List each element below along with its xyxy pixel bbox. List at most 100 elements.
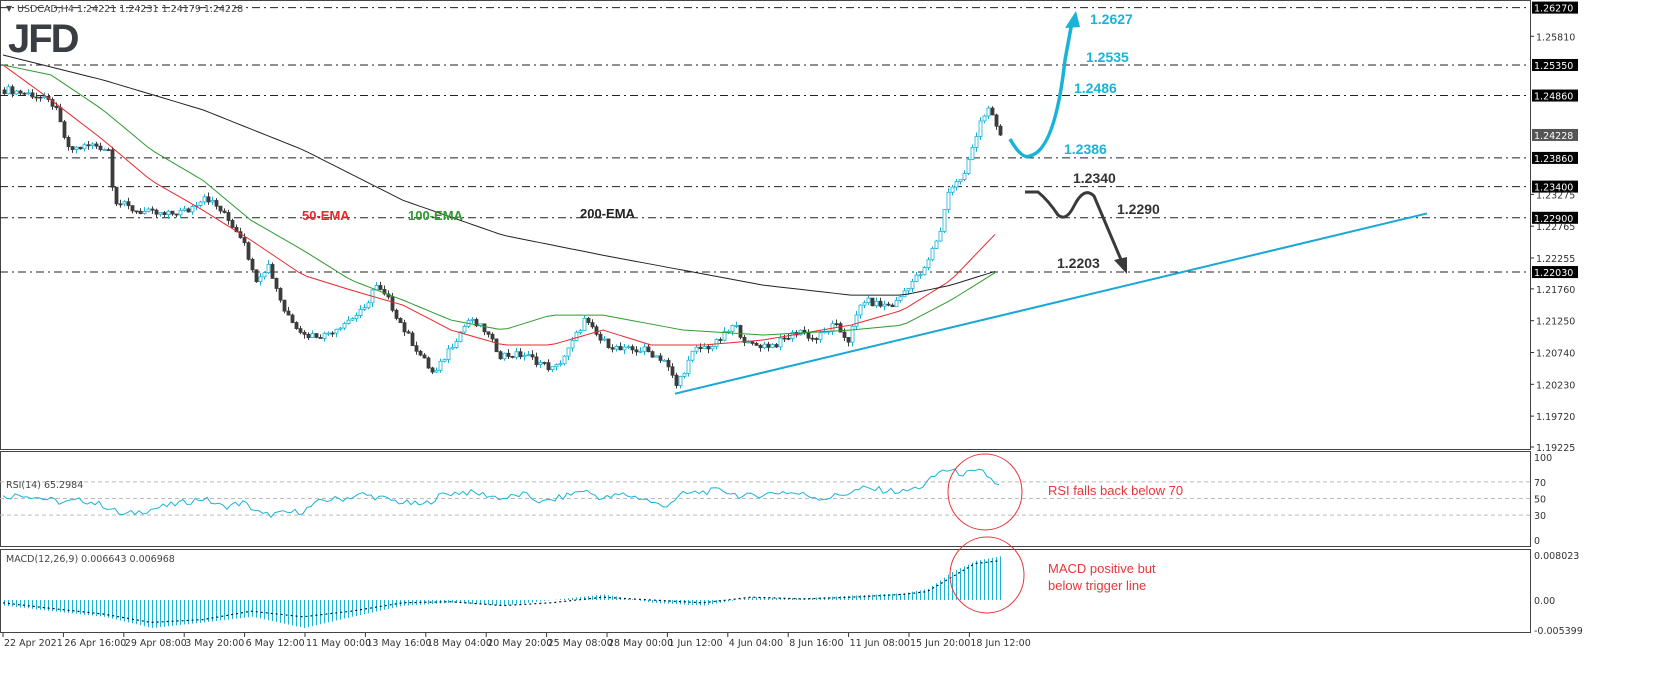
bear-candle bbox=[606, 338, 611, 349]
time-tick-label: 25 May 08:00 bbox=[548, 638, 613, 649]
time-tick-label: 20 May 20:00 bbox=[487, 638, 552, 649]
level-axis-box bbox=[1532, 211, 1578, 224]
bull-candle bbox=[622, 346, 627, 351]
bullish-arrowhead-icon bbox=[1065, 11, 1080, 28]
bull-candle bbox=[258, 276, 263, 283]
rsi-tick-label: 50 bbox=[1534, 495, 1546, 506]
time-tick-label: 26 Apr 16:00 bbox=[64, 638, 126, 649]
time-tick-label: 18 May 04:00 bbox=[427, 638, 492, 649]
price-tick-label: 1.21760 bbox=[1536, 285, 1575, 296]
level-axis-label: 1.23400 bbox=[1534, 183, 1573, 194]
bull-candle bbox=[446, 348, 451, 360]
bull-candle bbox=[922, 267, 927, 276]
bear-candle bbox=[162, 212, 167, 215]
bull-candle bbox=[614, 346, 619, 350]
level-axis-label: 1.22900 bbox=[1534, 214, 1573, 225]
bull-candle bbox=[722, 331, 727, 341]
level-axis-box bbox=[1532, 266, 1578, 279]
price-tick-label: 1.20230 bbox=[1536, 380, 1575, 391]
bull-candle bbox=[570, 340, 575, 349]
bull-candle bbox=[342, 323, 347, 329]
bull-candle bbox=[438, 360, 443, 371]
bear-candle bbox=[674, 374, 679, 386]
level-label-1.2340: 1.2340 bbox=[1073, 170, 1116, 186]
bull-candle bbox=[502, 352, 507, 360]
bear-candle bbox=[278, 288, 283, 301]
level-axis-box bbox=[1532, 151, 1578, 164]
bull-candle bbox=[762, 343, 767, 349]
ema200-label: 200-EMA bbox=[580, 206, 636, 221]
bear-candle bbox=[94, 143, 99, 147]
bear-candle bbox=[846, 337, 851, 343]
bear-candle bbox=[498, 351, 503, 360]
bull-candle bbox=[694, 346, 699, 352]
bear-candle bbox=[886, 303, 891, 306]
bear-candle bbox=[382, 289, 387, 295]
bear-candle bbox=[110, 149, 115, 188]
level-axis-box bbox=[1532, 180, 1578, 193]
macd-panel-frame bbox=[0, 549, 1531, 633]
bull-candle bbox=[538, 362, 543, 365]
candles bbox=[2, 84, 1003, 389]
ema100-label: 100-EMA bbox=[408, 208, 464, 223]
price-axis: 1.26270 1.25350 1.24860 1.23860 1.23400 1.229… bbox=[1530, 1, 1578, 454]
bull-candle bbox=[902, 290, 907, 298]
bear-candle bbox=[758, 344, 763, 349]
bull-candle bbox=[970, 146, 975, 160]
bear-candle bbox=[114, 186, 119, 205]
bear-candle bbox=[230, 220, 235, 228]
bear-candle bbox=[426, 357, 431, 369]
bear-candle bbox=[118, 203, 123, 206]
bear-candle bbox=[290, 314, 295, 323]
bear-candle bbox=[474, 319, 479, 327]
bull-candle bbox=[522, 355, 527, 358]
price-tick-label: 1.19720 bbox=[1536, 412, 1575, 423]
bear-candle bbox=[86, 144, 91, 147]
bull-candle bbox=[198, 201, 203, 206]
bear-candle bbox=[150, 208, 155, 211]
bull-candle bbox=[158, 212, 163, 215]
bear-candle bbox=[170, 210, 175, 215]
bull-candle bbox=[938, 231, 943, 242]
bear-candle bbox=[766, 343, 771, 348]
macd-title: MACD(12,26,9) 0.006643 0.006968 bbox=[6, 554, 175, 565]
bull-candle bbox=[734, 325, 739, 327]
bear-candle bbox=[298, 328, 303, 333]
bull-candle bbox=[82, 144, 87, 150]
bear-candle bbox=[98, 145, 103, 151]
level-axis-box bbox=[1532, 58, 1578, 71]
bear-candle bbox=[58, 107, 63, 123]
bear-candle bbox=[666, 359, 671, 368]
bear-candle bbox=[318, 337, 323, 339]
dropdown-arrow-icon[interactable]: ▼ bbox=[6, 4, 13, 13]
bear-candle bbox=[834, 323, 839, 326]
bear-candle bbox=[806, 331, 811, 339]
level-axis-label: 1.22030 bbox=[1534, 268, 1573, 279]
bull-candle bbox=[818, 332, 823, 340]
bear-candle bbox=[650, 351, 655, 358]
bull-candle bbox=[146, 208, 151, 212]
bear-candle bbox=[70, 146, 75, 150]
bear-candle bbox=[10, 86, 15, 95]
bull-candle bbox=[74, 146, 79, 150]
bear-candle bbox=[542, 362, 547, 364]
bull-candle bbox=[918, 274, 923, 277]
bear-candle bbox=[842, 331, 847, 338]
level-label-1.2535: 1.2535 bbox=[1086, 49, 1129, 65]
bull-candle bbox=[986, 107, 991, 117]
bull-candle bbox=[982, 115, 987, 122]
bull-candle bbox=[578, 330, 583, 333]
bull-candle bbox=[874, 300, 879, 307]
bear-candle bbox=[294, 322, 299, 329]
bull-candle bbox=[678, 375, 683, 386]
bear-candle bbox=[422, 354, 427, 359]
jfd-logo: JFD bbox=[8, 17, 79, 61]
bull-candle bbox=[702, 346, 707, 349]
bull-candle bbox=[190, 206, 195, 213]
bear-candle bbox=[490, 333, 495, 340]
trendline[interactable] bbox=[674, 212, 1428, 395]
bull-candle bbox=[894, 300, 899, 308]
macd-panel: 0.008023 0.00 -0.005399 bbox=[2, 551, 1583, 637]
bear-candle bbox=[994, 114, 999, 127]
